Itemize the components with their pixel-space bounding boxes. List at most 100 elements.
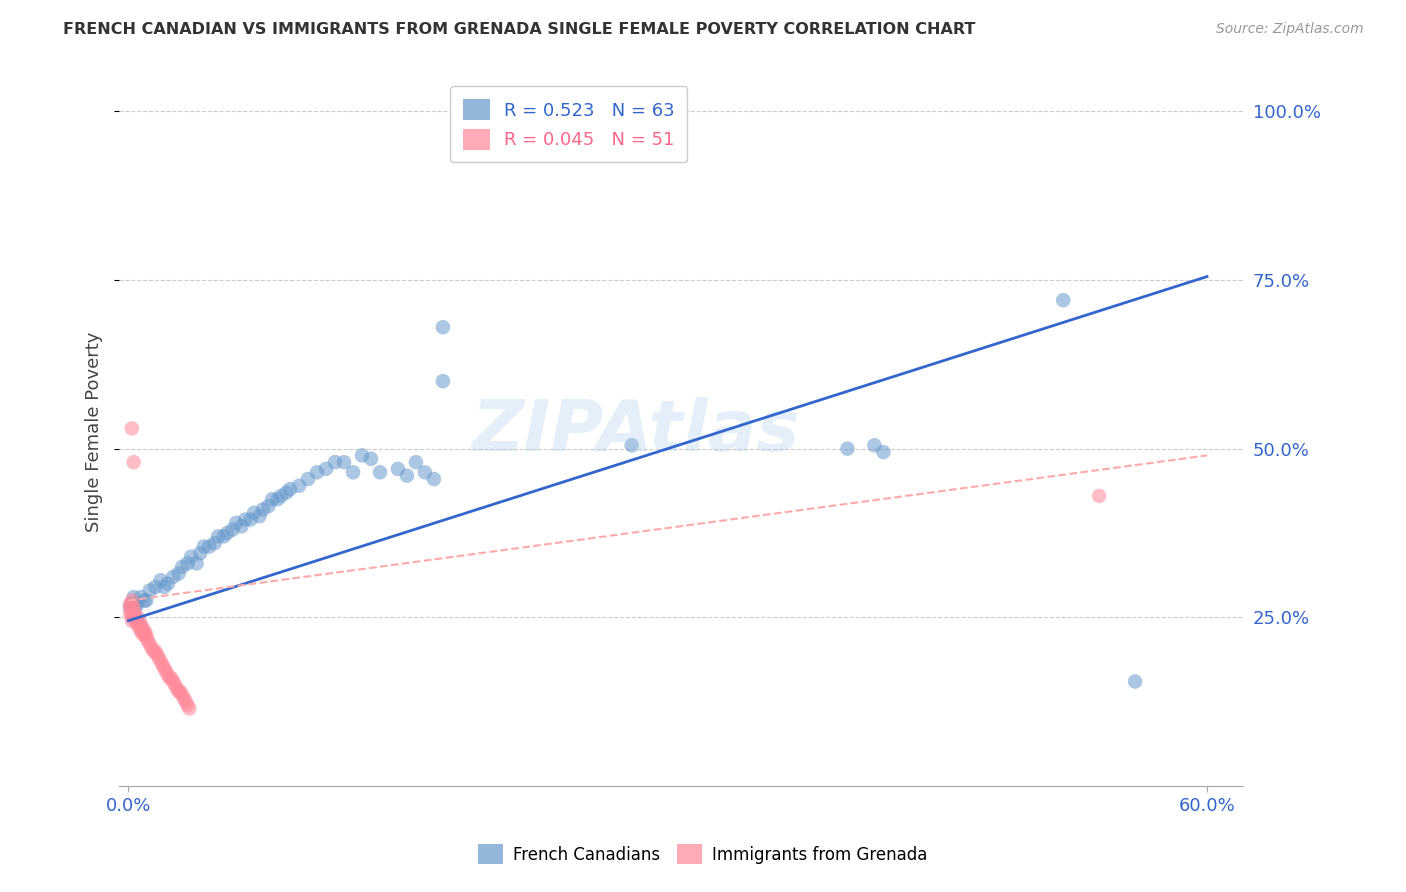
Point: [167, 684, 190, 698]
Point: [179, 701, 201, 715]
Point: [166, 681, 188, 696]
Point: [221, 523, 243, 537]
Point: [139, 583, 162, 598]
Point: [121, 600, 143, 615]
Point: [1052, 293, 1074, 308]
Point: [163, 678, 186, 692]
Y-axis label: Single Female Poverty: Single Female Poverty: [86, 332, 103, 532]
Point: [342, 465, 364, 479]
Point: [131, 621, 153, 635]
Legend: French Canadians, Immigrants from Grenada: French Canadians, Immigrants from Grenad…: [472, 838, 934, 871]
Point: [122, 600, 145, 615]
Point: [837, 442, 859, 456]
Legend: R = 0.523   N = 63, R = 0.045   N = 51: R = 0.523 N = 63, R = 0.045 N = 51: [450, 87, 688, 162]
Point: [134, 593, 156, 607]
Point: [124, 600, 146, 615]
Text: Source: ZipAtlas.com: Source: ZipAtlas.com: [1216, 22, 1364, 37]
Text: FRENCH CANADIAN VS IMMIGRANTS FROM GRENADA SINGLE FEMALE POVERTY CORRELATION CHA: FRENCH CANADIAN VS IMMIGRANTS FROM GRENA…: [63, 22, 976, 37]
Point: [127, 610, 149, 624]
Text: ZIPAtlas: ZIPAtlas: [472, 397, 800, 467]
Point: [278, 482, 301, 496]
Point: [121, 421, 143, 435]
Point: [413, 465, 436, 479]
Point: [180, 549, 202, 564]
Point: [233, 512, 256, 526]
Point: [121, 607, 143, 621]
Point: [333, 455, 356, 469]
Point: [143, 580, 166, 594]
Point: [120, 597, 142, 611]
Point: [120, 600, 142, 615]
Point: [387, 462, 409, 476]
Point: [1088, 489, 1111, 503]
Point: [155, 665, 177, 679]
Point: [122, 455, 145, 469]
Point: [148, 651, 170, 665]
Point: [186, 557, 208, 571]
Point: [143, 644, 166, 658]
Point: [193, 540, 215, 554]
Point: [152, 657, 174, 672]
Point: [169, 684, 191, 698]
Point: [134, 624, 156, 638]
Point: [135, 627, 157, 641]
Point: [122, 590, 145, 604]
Point: [127, 597, 149, 611]
Point: [172, 559, 194, 574]
Point: [249, 509, 271, 524]
Point: [204, 536, 226, 550]
Point: [173, 691, 195, 706]
Point: [297, 472, 319, 486]
Point: [262, 492, 284, 507]
Point: [159, 671, 181, 685]
Point: [139, 637, 162, 651]
Point: [122, 607, 145, 621]
Point: [149, 654, 172, 668]
Point: [225, 516, 247, 530]
Point: [127, 617, 149, 632]
Point: [135, 593, 157, 607]
Point: [872, 445, 894, 459]
Point: [1123, 674, 1146, 689]
Point: [217, 526, 239, 541]
Point: [149, 574, 172, 588]
Point: [266, 492, 288, 507]
Point: [257, 499, 280, 513]
Point: [863, 438, 886, 452]
Point: [305, 465, 328, 479]
Point: [276, 485, 298, 500]
Point: [128, 614, 150, 628]
Point: [141, 640, 163, 655]
Point: [395, 468, 418, 483]
Point: [120, 600, 142, 615]
Point: [432, 374, 454, 388]
Point: [176, 557, 198, 571]
Point: [423, 472, 446, 486]
Point: [172, 688, 194, 702]
Point: [153, 661, 176, 675]
Point: [146, 648, 169, 662]
Point: [432, 320, 454, 334]
Point: [120, 607, 142, 621]
Point: [368, 465, 391, 479]
Point: [350, 449, 373, 463]
Point: [620, 438, 643, 452]
Point: [124, 607, 146, 621]
Point: [136, 634, 159, 648]
Point: [122, 610, 145, 624]
Point: [160, 671, 183, 685]
Point: [198, 540, 221, 554]
Point: [243, 506, 266, 520]
Point: [270, 489, 292, 503]
Point: [167, 566, 190, 581]
Point: [315, 462, 337, 476]
Point: [162, 570, 184, 584]
Point: [212, 529, 235, 543]
Point: [121, 593, 143, 607]
Point: [124, 614, 146, 628]
Point: [405, 455, 427, 469]
Point: [231, 519, 253, 533]
Point: [135, 631, 157, 645]
Point: [156, 667, 179, 681]
Point: [188, 546, 211, 560]
